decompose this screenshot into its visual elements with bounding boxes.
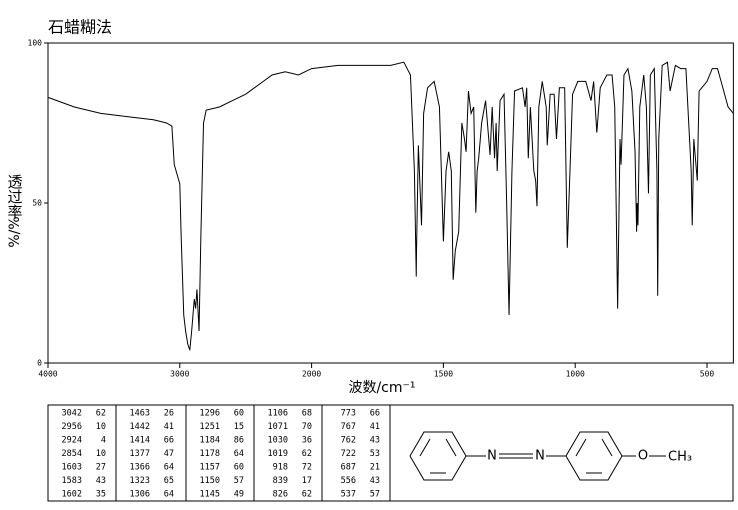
peak-wavenumber: 918 (273, 463, 288, 473)
peak-transmittance: 66 (370, 409, 380, 419)
peak-transmittance: 72 (302, 463, 312, 473)
peak-wavenumber: 2956 (62, 422, 82, 432)
peak-wavenumber: 2924 (62, 436, 82, 446)
peak-transmittance: 70 (302, 422, 312, 432)
peak-wavenumber: 1030 (268, 436, 288, 446)
peak-transmittance: 62 (302, 449, 312, 459)
peak-wavenumber: 767 (341, 422, 356, 432)
peak-wavenumber: 1106 (268, 409, 288, 419)
peak-wavenumber: 3042 (62, 409, 82, 419)
y-tick-label: 100 (28, 39, 43, 48)
peak-wavenumber: 839 (273, 476, 288, 486)
x-tick-label: 500 (700, 370, 715, 379)
peak-wavenumber: 1603 (62, 463, 82, 473)
peak-transmittance: 65 (164, 476, 174, 486)
peak-transmittance: 57 (370, 490, 380, 500)
atom-label: N (535, 449, 545, 464)
peak-wavenumber: 1071 (268, 422, 288, 432)
peak-transmittance: 41 (164, 422, 174, 432)
peak-transmittance: 57 (234, 476, 244, 486)
peak-transmittance: 66 (164, 436, 174, 446)
peak-wavenumber: 1366 (130, 463, 150, 473)
peak-wavenumber: 1019 (268, 449, 288, 459)
peak-transmittance: 47 (164, 449, 174, 459)
spectrum-line (47, 61, 734, 351)
peak-transmittance: 60 (234, 409, 244, 419)
peak-wavenumber: 2854 (62, 449, 82, 459)
y-axis-unit: %/% (7, 216, 23, 247)
peak-transmittance: 26 (164, 409, 174, 419)
atom-label: O (638, 449, 648, 464)
peak-transmittance: 21 (370, 463, 380, 473)
x-tick-label: 1500 (434, 370, 453, 379)
peak-transmittance: 43 (96, 476, 106, 486)
peak-transmittance: 15 (234, 422, 244, 432)
peak-wavenumber: 762 (341, 436, 356, 446)
double-bond (601, 438, 613, 457)
peak-transmittance: 43 (370, 436, 380, 446)
x-tick-label: 1000 (566, 370, 585, 379)
peak-wavenumber: 1296 (200, 409, 220, 419)
peak-transmittance: 17 (302, 476, 312, 486)
y-tick-label: 50 (32, 199, 42, 208)
peak-transmittance: 53 (370, 449, 380, 459)
peak-wavenumber: 1583 (62, 476, 82, 486)
peak-wavenumber: 556 (341, 476, 356, 486)
double-bond (575, 438, 587, 457)
peak-wavenumber: 1323 (130, 476, 150, 486)
peak-transmittance: 86 (234, 436, 244, 446)
y-axis-label: 透过率 (6, 174, 24, 219)
peak-wavenumber: 1602 (62, 490, 82, 500)
peak-wavenumber: 722 (341, 449, 356, 459)
peak-wavenumber: 1414 (130, 436, 150, 446)
peak-wavenumber: 1145 (200, 490, 220, 500)
peak-wavenumber: 1377 (130, 449, 150, 459)
peak-transmittance: 64 (164, 463, 174, 473)
peak-wavenumber: 687 (341, 463, 356, 473)
peak-wavenumber: 1178 (200, 449, 220, 459)
peak-transmittance: 36 (302, 436, 312, 446)
peak-transmittance: 62 (96, 409, 106, 419)
peak-wavenumber: 1150 (200, 476, 220, 486)
peak-wavenumber: 1157 (200, 463, 220, 473)
peak-wavenumber: 1251 (200, 422, 220, 432)
peak-transmittance: 35 (96, 490, 106, 500)
peak-transmittance: 64 (234, 449, 244, 459)
peak-wavenumber: 1442 (130, 422, 150, 432)
chart-title: 石蜡糊法 (48, 18, 112, 37)
peak-transmittance: 64 (164, 490, 174, 500)
peak-transmittance: 27 (96, 463, 106, 473)
x-tick-label: 3000 (170, 370, 189, 379)
atom-label: CH₃ (668, 450, 692, 465)
peak-wavenumber: 826 (273, 490, 288, 500)
peak-transmittance: 49 (234, 490, 244, 500)
peak-wavenumber: 1184 (200, 436, 220, 446)
peak-wavenumber: 773 (341, 409, 356, 419)
peak-transmittance: 68 (302, 409, 312, 419)
x-tick-label: 4000 (38, 370, 57, 379)
x-axis-label: 波数/cm⁻¹ (348, 380, 415, 396)
structure (409, 431, 666, 481)
y-tick-label: 0 (37, 359, 42, 368)
peak-transmittance: 10 (96, 449, 106, 459)
x-tick-label: 2000 (302, 370, 321, 379)
peak-transmittance: 4 (101, 436, 106, 446)
peak-transmittance: 43 (370, 476, 380, 486)
peak-transmittance: 41 (370, 422, 380, 432)
peak-transmittance: 10 (96, 422, 106, 432)
peak-transmittance: 60 (234, 463, 244, 473)
peak-wavenumber: 537 (341, 490, 356, 500)
peak-transmittance: 62 (302, 490, 312, 500)
double-bond (445, 438, 457, 457)
peak-wavenumber: 1463 (130, 409, 150, 419)
plot-frame (47, 42, 734, 364)
double-bond (419, 438, 431, 457)
atom-label: N (487, 449, 497, 464)
peak-wavenumber: 1306 (130, 490, 150, 500)
